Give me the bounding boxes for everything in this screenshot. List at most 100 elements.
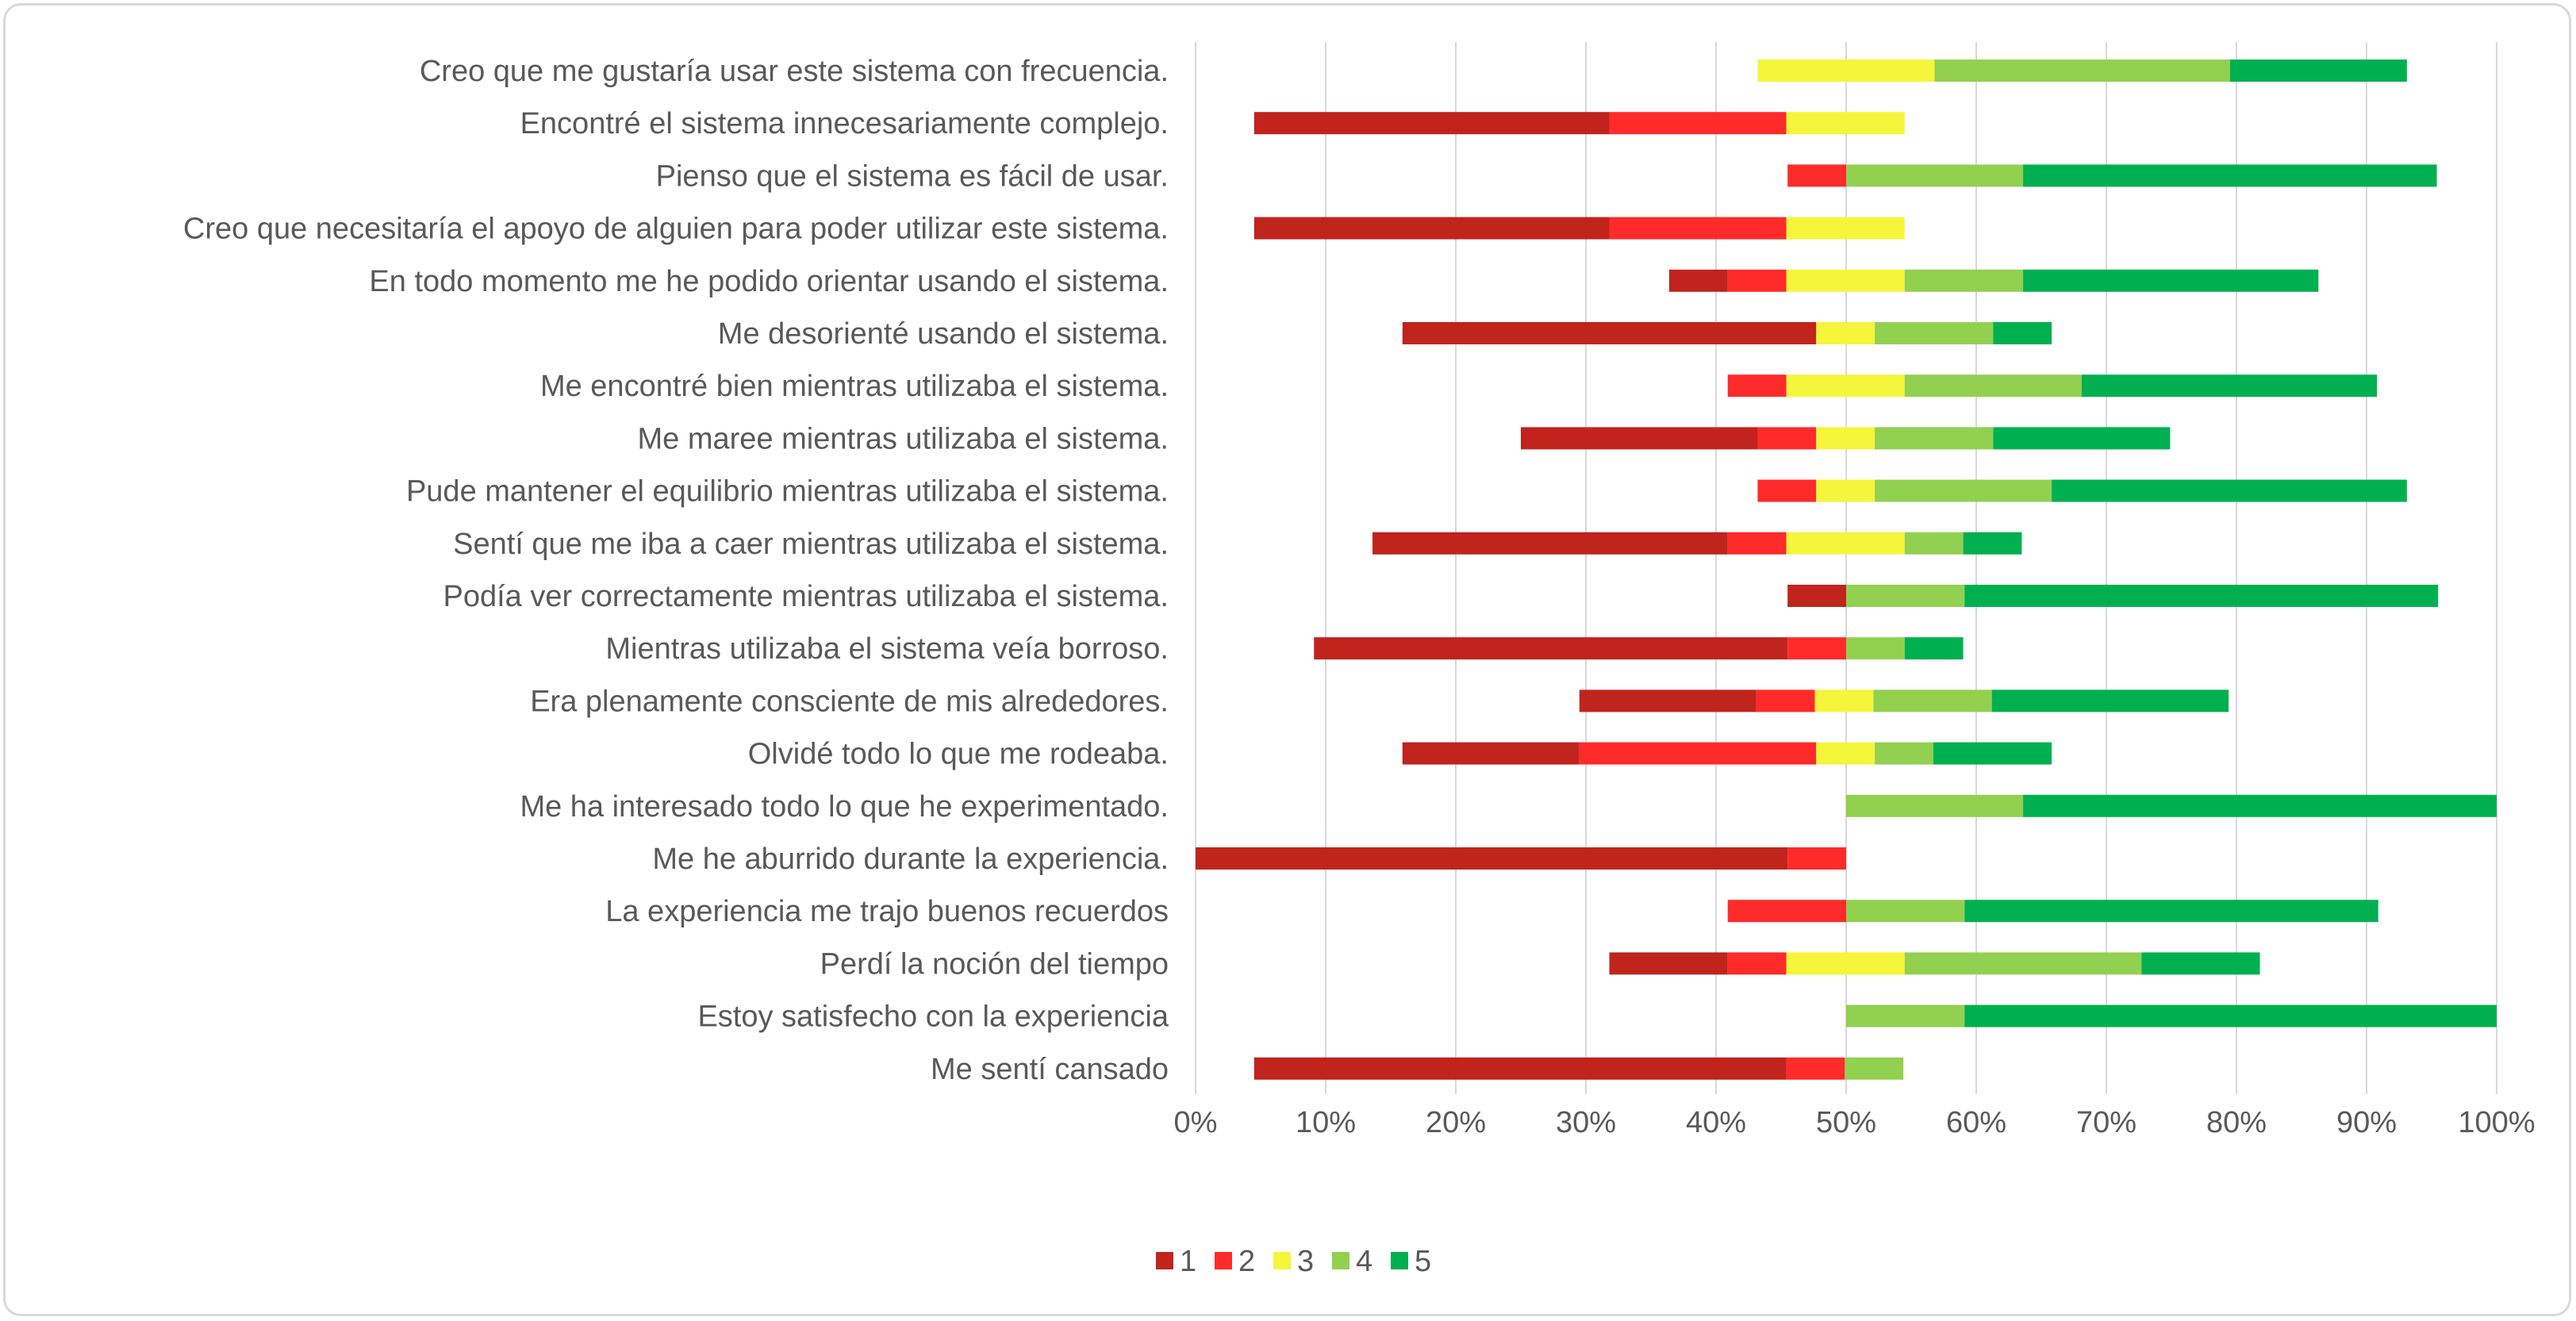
category-label: Me encontré bien mientras utilizaba el s… <box>540 370 1169 403</box>
category-label: Creo que necesitaría el apoyo de alguien… <box>183 213 1169 246</box>
stacked-bar-chart: Creo que me gustaría usar este sistema c… <box>183 42 2536 1278</box>
bar-segment <box>1787 585 1846 607</box>
legend-label: 4 <box>1356 1245 1372 1278</box>
bar-segment <box>1875 479 2052 502</box>
bar-segment <box>1964 900 2378 923</box>
legend-label: 1 <box>1180 1245 1196 1278</box>
bar-segment <box>1814 689 1874 712</box>
bar-segment <box>1314 637 1788 660</box>
bar-segment <box>1964 585 2439 607</box>
category-label: Me sentí cansado <box>931 1053 1169 1086</box>
bar-segment <box>1609 952 1728 975</box>
bar-segment <box>1786 217 1905 240</box>
bar-segment <box>1757 427 1817 450</box>
category-label: Creo que me gustaría usar este sistema c… <box>420 55 1169 88</box>
bar-segment <box>1787 637 1846 660</box>
x-tick-label: 10% <box>1296 1106 1356 1139</box>
legend: 1 2 3 4 5 <box>1156 1245 1431 1278</box>
bar-segment <box>1875 427 1994 450</box>
bar-segment <box>1402 742 1580 765</box>
bar-segment <box>1786 1057 1845 1080</box>
bar-segment <box>1786 532 1905 555</box>
bar-segment <box>1727 374 1787 397</box>
chart-frame: Creo que me gustaría usar este sistema c… <box>3 3 2571 1316</box>
x-tick-label: 20% <box>1426 1106 1486 1139</box>
bar-segment <box>1727 952 1787 975</box>
bar-segment <box>1845 1057 1904 1080</box>
category-label: En todo momento me he podido orientar us… <box>369 265 1169 298</box>
bar-segment <box>1786 374 1905 397</box>
bar-segment <box>1668 269 1728 292</box>
bar-segment <box>1933 742 2052 765</box>
bar-segment <box>1875 742 1933 765</box>
bar-segment <box>1904 374 2082 397</box>
legend-label: 2 <box>1238 1245 1255 1278</box>
bar-segment <box>1579 742 1817 765</box>
x-tick-label: 50% <box>1816 1106 1876 1139</box>
bar-segment <box>1786 952 1905 975</box>
bar-segment <box>1846 637 1905 660</box>
bar-segment <box>1816 322 1875 344</box>
x-tick-label: 0% <box>1174 1106 1218 1139</box>
category-label: Podía ver correctamente mientras utiliza… <box>443 580 1169 613</box>
x-tick-label: 100% <box>2458 1106 2535 1139</box>
bar-segment <box>1196 847 1788 870</box>
x-tick-label: 80% <box>2206 1106 2267 1139</box>
bar-segment <box>1993 427 2171 450</box>
category-label: Pienso que el sistema es fácil de usar. <box>656 159 1169 193</box>
bar-segment <box>1963 532 2022 555</box>
bar-segment <box>1846 585 1965 607</box>
bar-segment <box>1757 60 1935 82</box>
category-label: Mientras utilizaba el sistema veía borro… <box>605 632 1169 666</box>
x-tick-label: 70% <box>2076 1106 2136 1139</box>
bar-segment <box>1372 532 1728 555</box>
category-label: Estoy satisfecho con la experiencia <box>697 1000 1169 1034</box>
x-axis-tick-labels: 0% 10% 20% 30% 40% 50% 60% 70% 80% 90% 100% <box>1174 1106 2536 1139</box>
bar-segment <box>1993 322 2052 344</box>
bar-segment <box>1727 532 1787 555</box>
bar-segment <box>1846 794 2024 817</box>
x-tick-label: 90% <box>2336 1106 2397 1139</box>
bar-segment <box>1816 479 1875 502</box>
bar-segment <box>1579 689 1756 712</box>
category-label: Me ha interesado todo lo que he experime… <box>520 790 1169 824</box>
legend-swatch <box>1391 1252 1408 1269</box>
category-label: Me he aburrido durante la experiencia. <box>652 843 1169 876</box>
bar-segment <box>1816 427 1875 450</box>
bar-segment <box>1904 952 2142 975</box>
bar-segment <box>2023 269 2319 292</box>
gridlines <box>1195 42 2497 1094</box>
bar-segment <box>1521 427 1758 450</box>
category-label: Era plenamente consciente de mis alreded… <box>530 685 1169 718</box>
x-tick-label: 60% <box>1946 1106 2006 1139</box>
bar-segment <box>1253 217 1610 240</box>
bar-segment <box>1786 269 1905 292</box>
bars <box>1196 60 2497 1080</box>
category-label: Me desorienté usando el sistema. <box>718 317 1169 351</box>
bar-segment <box>2023 164 2437 187</box>
bar-segment <box>1846 1004 1965 1027</box>
bar-segment <box>1873 689 1992 712</box>
bar-segment <box>1787 164 1846 187</box>
legend-swatch <box>1273 1252 1291 1269</box>
bar-segment <box>1991 689 2229 712</box>
bar-segment <box>1904 269 2024 292</box>
category-label: Pude mantener el equilibrio mientras uti… <box>406 475 1169 509</box>
bar-segment <box>2052 479 2407 502</box>
bar-segment <box>1609 217 1787 240</box>
legend-label: 5 <box>1415 1245 1431 1278</box>
bar-segment <box>1875 322 1994 344</box>
legend-swatch <box>1332 1252 1349 1269</box>
bar-segment <box>2141 952 2260 975</box>
bar-segment <box>1904 637 1964 660</box>
bar-segment <box>1904 532 1964 555</box>
category-label: Olvidé todo lo que me rodeaba. <box>748 738 1169 771</box>
bar-segment <box>1846 900 1965 923</box>
bar-segment <box>1756 689 1815 712</box>
category-label: Sentí que me iba a caer mientras utiliza… <box>453 528 1169 561</box>
bar-segment <box>2229 60 2407 82</box>
legend-label: 3 <box>1297 1245 1314 1278</box>
bar-segment <box>2023 794 2497 817</box>
bar-segment <box>1787 847 1846 870</box>
category-label: La experiencia me trajo buenos recuerdos <box>605 895 1169 928</box>
